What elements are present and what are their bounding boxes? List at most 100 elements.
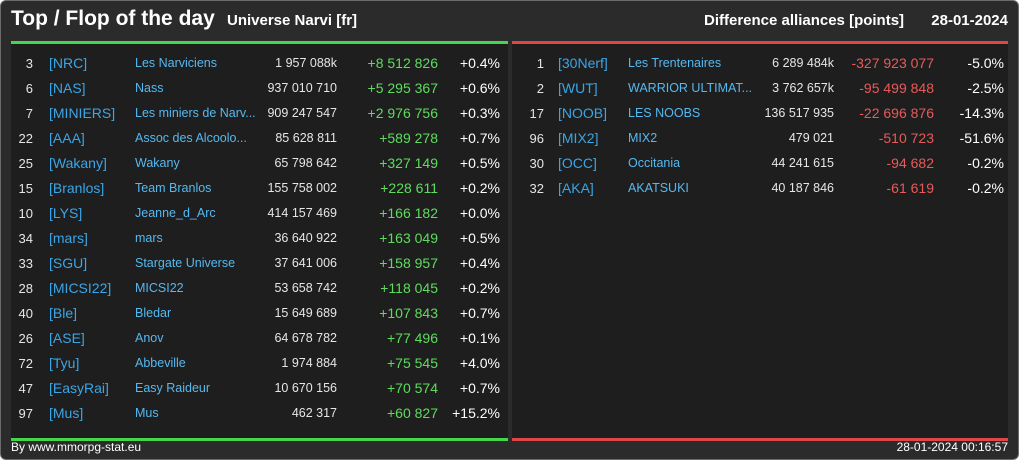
alliance-name-link[interactable]: Mus xyxy=(135,406,159,420)
rank-cell: 1 xyxy=(536,56,544,71)
rank-cell: 34 xyxy=(18,231,33,246)
alliance-tag-link[interactable]: [NRC] xyxy=(49,55,88,71)
points-cell: 1 957 088k xyxy=(275,56,337,70)
difference-label: Difference alliances [points] xyxy=(704,12,905,29)
alliance-tag-link[interactable]: [SGU] xyxy=(49,255,88,271)
alliance-tag-link[interactable]: [Tyu] xyxy=(49,355,80,371)
alliance-tag-link[interactable]: [Ble] xyxy=(49,305,78,321)
diff-cell: +166 182 xyxy=(379,205,438,221)
list-item: 47 [EasyRai] Easy Raideur 10 670 156 +70 574… xyxy=(11,376,508,401)
alliance-name-link[interactable]: Assoc des Alcoolo... xyxy=(135,131,247,145)
header-date: 28-01-2024 xyxy=(931,12,1008,29)
alliance-name-link[interactable]: MICSI22 xyxy=(135,281,184,295)
diff-cell: -95 499 848 xyxy=(859,80,934,96)
list-item: 2 [WUT] WARRIOR ULTIMAT... 3 762 657k -95 49… xyxy=(512,76,1008,101)
diff-cell: -327 923 077 xyxy=(851,55,934,71)
diff-cell: +107 843 xyxy=(379,305,438,321)
rank-cell: 3 xyxy=(25,56,33,71)
points-cell: 65 798 642 xyxy=(274,156,337,170)
alliance-name-link[interactable]: mars xyxy=(135,231,163,245)
alliance-name-link[interactable]: Team Branlos xyxy=(135,181,212,195)
alliance-tag-link[interactable]: [Wakany] xyxy=(49,155,107,171)
alliance-tag-link[interactable]: [MIX2] xyxy=(558,130,599,146)
points-cell: 414 157 469 xyxy=(267,206,337,220)
rank-cell: 32 xyxy=(529,181,544,196)
alliance-name-link[interactable]: MIX2 xyxy=(628,131,658,145)
alliance-tag-link[interactable]: [30Nerf] xyxy=(558,55,608,71)
alliance-name-link[interactable]: Bledar xyxy=(135,306,172,320)
points-cell: 64 678 782 xyxy=(274,331,337,345)
alliance-name-link[interactable]: Jeanne_d_Arc xyxy=(135,206,216,220)
percent-cell: +0.0% xyxy=(459,205,500,221)
diff-cell: -510 723 xyxy=(878,130,934,146)
alliance-name-link[interactable]: WARRIOR ULTIMAT... xyxy=(628,81,753,95)
alliance-tag-link[interactable]: [AKA] xyxy=(558,180,594,196)
alliance-tag-link[interactable]: [LYS] xyxy=(49,205,83,221)
points-cell: 37 641 006 xyxy=(274,256,337,270)
alliance-name-link[interactable]: Wakany xyxy=(135,156,180,170)
alliance-name-link[interactable]: Stargate Universe xyxy=(135,256,236,270)
rank-cell: 72 xyxy=(18,356,33,371)
diff-cell: -61 619 xyxy=(886,180,934,196)
points-cell: 40 187 846 xyxy=(771,181,834,195)
percent-cell: +0.2% xyxy=(459,180,500,196)
percent-cell: -0.2% xyxy=(967,155,1004,171)
alliance-tag-link[interactable]: [OCC] xyxy=(558,155,597,171)
rank-cell: 47 xyxy=(18,381,33,396)
points-cell: 155 758 002 xyxy=(267,181,337,195)
alliance-tag-link[interactable]: [ASE] xyxy=(49,330,85,346)
list-item: 32 [AKA] AKATSUKI 40 187 846 -61 619 -0.2% xyxy=(512,176,1008,201)
points-cell: 44 241 615 xyxy=(771,156,834,170)
percent-cell: +15.2% xyxy=(452,405,500,421)
alliance-name-link[interactable]: LES NOOBS xyxy=(628,106,701,120)
diff-cell: +8 512 826 xyxy=(367,55,438,71)
rank-cell: 40 xyxy=(18,306,33,321)
alliance-tag-link[interactable]: [MICSI22] xyxy=(49,280,112,296)
alliance-name-link[interactable]: Les Trentenaires xyxy=(628,56,722,70)
percent-cell: +0.4% xyxy=(459,55,500,71)
rank-cell: 2 xyxy=(536,81,544,96)
alliance-tag-link[interactable]: [mars] xyxy=(49,230,88,246)
diff-cell: +5 295 367 xyxy=(367,80,438,96)
percent-cell: +0.7% xyxy=(459,380,500,396)
alliance-tag-link[interactable]: [Mus] xyxy=(49,405,84,421)
diff-cell: +118 045 xyxy=(380,280,438,296)
alliance-name-link[interactable]: Abbeville xyxy=(135,356,186,370)
alliance-name-link[interactable]: Nass xyxy=(135,81,164,95)
points-cell: 36 640 922 xyxy=(274,231,337,245)
alliance-tag-link[interactable]: [Branlos] xyxy=(49,180,105,196)
alliance-name-link[interactable]: AKATSUKI xyxy=(628,181,689,195)
list-item: 1 [30Nerf] Les Trentenaires 6 289 484k -327 … xyxy=(512,51,1008,76)
alliance-name-link[interactable]: Easy Raideur xyxy=(135,381,211,395)
alliance-name-link[interactable]: Les miniers de Narv... xyxy=(135,106,256,120)
alliance-name-link[interactable]: Anov xyxy=(135,331,164,345)
alliance-tag-link[interactable]: [NOOB] xyxy=(558,105,608,121)
rank-cell: 96 xyxy=(529,131,544,146)
percent-cell: -0.2% xyxy=(967,180,1004,196)
diff-cell: +60 827 xyxy=(387,405,438,421)
alliance-tag-link[interactable]: [NAS] xyxy=(49,80,86,96)
list-item: 17 [NOOB] LES NOOBS 136 517 935 -22 696 876 -… xyxy=(512,101,1008,126)
page-title: Top / Flop of the day xyxy=(11,7,215,30)
alliance-name-link[interactable]: Occitania xyxy=(628,156,681,170)
flop-list: 1 [30Nerf] Les Trentenaires 6 289 484k -327 … xyxy=(512,51,1008,201)
alliance-name-link[interactable]: Les Narviciens xyxy=(135,56,217,70)
header: Top / Flop of the day Universe Narvi [fr… xyxy=(1,1,1018,39)
diff-cell: +163 049 xyxy=(379,230,438,246)
points-cell: 1 974 884 xyxy=(281,356,337,370)
alliance-tag-link[interactable]: [EasyRai] xyxy=(49,380,109,396)
points-cell: 15 649 689 xyxy=(274,306,337,320)
diff-cell: +589 278 xyxy=(379,130,438,146)
top-list: 3 [NRC] Les Narviciens 1 957 088k +8 512 826… xyxy=(11,51,508,426)
alliance-tag-link[interactable]: [MINIERS] xyxy=(49,105,116,121)
alliance-tag-link[interactable]: [WUT] xyxy=(558,80,598,96)
points-cell: 10 670 156 xyxy=(274,381,337,395)
points-cell: 53 658 742 xyxy=(274,281,337,295)
alliance-tag-link[interactable]: [AAA] xyxy=(49,130,85,146)
diff-cell: +2 976 756 xyxy=(367,105,438,121)
points-cell: 479 021 xyxy=(788,131,834,145)
percent-cell: +0.5% xyxy=(459,155,500,171)
points-cell: 937 010 710 xyxy=(267,81,337,95)
percent-cell: +0.4% xyxy=(459,255,500,271)
rank-cell: 10 xyxy=(18,206,33,221)
